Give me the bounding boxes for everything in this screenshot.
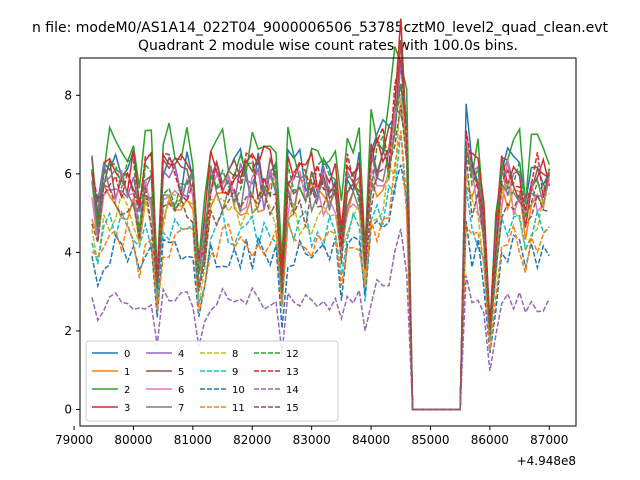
series-line-13 [91,59,551,411]
series-line-7 [91,105,551,411]
x-tick-label: 84000 [352,433,390,447]
legend-label-0: 0 [124,349,130,360]
legend-label-1: 1 [124,367,130,378]
y-tick-label: 0 [64,403,72,417]
chart-title: Quadrant 2 module wise count rates with … [138,38,518,54]
legend-label-4: 4 [178,349,184,360]
legend-label-10: 10 [232,385,245,396]
legend-label-6: 6 [178,385,184,396]
x-tick-label: 87000 [530,433,568,447]
y-tick-label: 2 [64,324,72,338]
chart-suptitle: n file: modeM0/AS1A14_022T04_9000006506_… [32,20,609,36]
legend-label-13: 13 [286,367,299,378]
legend-label-14: 14 [286,385,299,396]
axes: 79000 80000 81000 82000 83000 84000 85000 86000… [55,88,568,447]
plot-frame [79,57,577,427]
series-line-8 [91,94,550,411]
legend-label-12: 12 [286,349,299,360]
series-line-9 [91,130,550,411]
y-tick-label: 4 [64,245,72,259]
legend-label-15: 15 [286,403,299,414]
legend-label-5: 5 [178,367,184,378]
x-tick-label: 79000 [55,433,93,447]
y-tick-label: 8 [64,88,72,102]
x-tick-label: 81000 [174,433,212,447]
series-line-11 [91,130,550,411]
series-line-15 [91,104,550,411]
y-tick-label: 6 [64,167,72,181]
x-tick-label: 82000 [233,433,271,447]
legend-box [85,340,339,422]
x-offset-label: +4.948e8 [517,454,576,468]
x-tick-label: 80000 [114,433,152,447]
legend-label-2: 2 [124,385,130,396]
x-tick-label: 86000 [471,433,509,447]
plot-lines [91,18,551,411]
series-line-12 [91,84,551,411]
legend-label-8: 8 [232,349,238,360]
series-line-10 [91,164,550,411]
x-tick-label: 85000 [411,433,449,447]
legend-label-9: 9 [232,367,238,378]
legend-label-11: 11 [232,403,245,414]
series-line-14 [91,228,550,411]
x-tick-label: 83000 [293,433,331,447]
legend-label-7: 7 [178,403,184,414]
legend-label-3: 3 [124,403,130,414]
